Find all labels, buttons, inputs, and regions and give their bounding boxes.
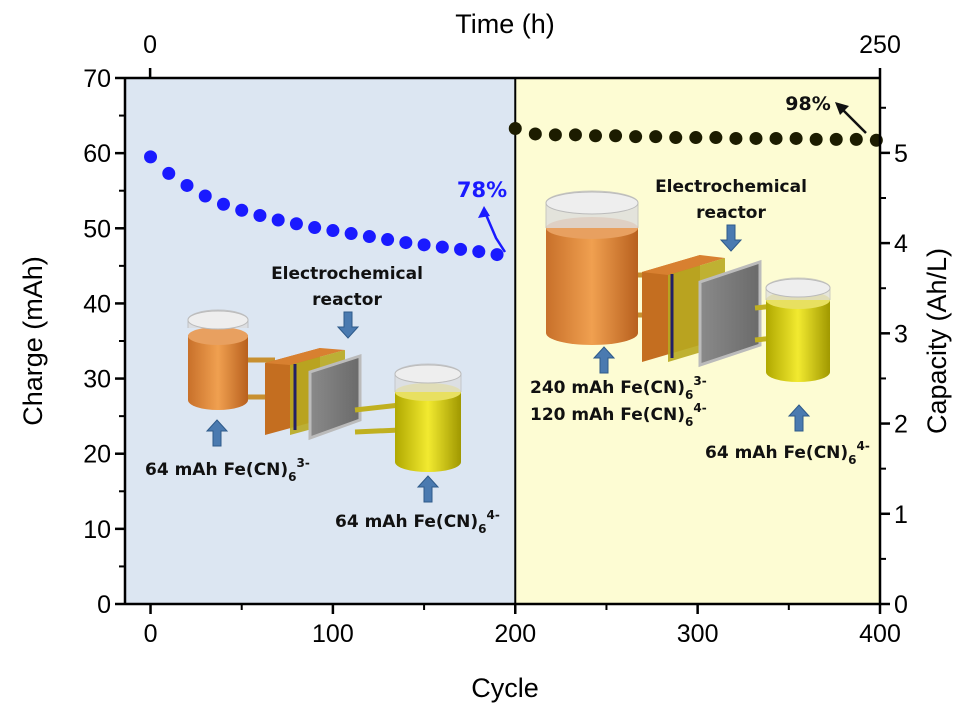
y-tick-label: 70: [83, 65, 111, 93]
annotation-sup: 3-: [297, 456, 310, 470]
y2-tick-label: 3: [894, 320, 908, 348]
data-point: [649, 130, 663, 144]
annotation: reactor: [696, 203, 766, 223]
y-tick-label: 10: [83, 516, 111, 544]
data-point: [609, 129, 623, 143]
data-point: [454, 242, 468, 256]
data-point: [508, 122, 522, 136]
y-tick-label: 40: [83, 290, 111, 318]
y-tick-label: 20: [83, 441, 111, 469]
y-tick-label: 50: [83, 215, 111, 243]
data-point: [326, 224, 340, 238]
data-point: [381, 233, 395, 247]
data-point: [629, 130, 643, 144]
data-point: [749, 131, 763, 145]
data-point: [271, 213, 285, 227]
illustration-left: [187, 309, 462, 503]
top-tick-label: 250: [859, 31, 901, 59]
annotation-sub: 6: [288, 470, 296, 484]
data-point: [435, 240, 449, 254]
illustration-right: [545, 190, 831, 432]
y-axis-title: Charge (mAh): [18, 256, 48, 426]
data-point: [729, 131, 743, 145]
annotation-text: 120 mAh Fe(CN): [530, 405, 685, 425]
annotation: 240 mAh Fe(CN)63-: [530, 374, 707, 402]
x-axis-title: Cycle: [471, 673, 539, 703]
data-point: [568, 128, 582, 142]
top-axis-title: Time (h): [455, 9, 555, 39]
data-point: [235, 203, 249, 217]
data-point: [829, 132, 843, 146]
data-point: [253, 209, 267, 223]
annotation-text: 64 mAh Fe(CN): [335, 512, 478, 532]
data-point: [362, 230, 376, 244]
annotation-sup: 4-: [487, 508, 500, 522]
data-point: [669, 131, 683, 145]
data-point: [849, 132, 863, 146]
annotation-sup: 3-: [693, 374, 706, 388]
data-point: [809, 132, 823, 146]
data-point: [344, 227, 358, 241]
y2-axis-title: Capacity (Ah/L): [922, 248, 952, 434]
data-point: [180, 178, 194, 192]
annotation-text: 64 mAh Fe(CN): [145, 460, 288, 480]
y2-tick-label: 2: [894, 411, 908, 439]
data-point: [548, 128, 562, 142]
top-tick-label: 0: [143, 31, 157, 59]
annotation: 64 mAh Fe(CN)64-: [335, 508, 500, 536]
x-tick-label: 200: [494, 620, 536, 648]
data-point: [789, 131, 803, 145]
annotation-sup: 4-: [693, 401, 706, 415]
data-point: [162, 166, 176, 180]
x-tick-label: 400: [859, 620, 901, 648]
x-tick-label: 0: [144, 620, 158, 648]
y-tick-label: 0: [97, 591, 111, 619]
y-tick-label: 60: [83, 140, 111, 168]
annotation-sub: 6: [685, 388, 693, 402]
annotation-text: 240 mAh Fe(CN): [530, 378, 685, 398]
annotation: reactor: [312, 290, 382, 310]
y2-tick-label: 4: [894, 230, 908, 258]
data-point: [528, 127, 542, 141]
y2-tick-label: 5: [894, 140, 908, 168]
data-point: [144, 150, 158, 164]
data-point: [709, 131, 723, 145]
data-point: [198, 189, 212, 203]
data-point: [472, 245, 486, 259]
data-point: [490, 248, 504, 262]
annotation: 120 mAh Fe(CN)64-: [530, 401, 707, 429]
y2-tick-label: 1: [894, 501, 908, 529]
annotation: 64 mAh Fe(CN)63-: [145, 456, 310, 484]
plot: [144, 122, 883, 262]
annotation: 98%: [785, 93, 830, 115]
data-point: [589, 129, 603, 143]
data-point: [769, 131, 783, 145]
annotation-sub: 6: [478, 522, 486, 536]
annotation-sup: 4-: [857, 439, 870, 453]
annotation: Electrochemical: [655, 177, 807, 197]
annotation-arrow: [835, 102, 849, 115]
x-tick-label: 100: [312, 620, 354, 648]
y2-tick-label: 0: [894, 591, 908, 619]
annotation-text: 64 mAh Fe(CN): [705, 443, 848, 463]
annotation-sub: 6: [848, 453, 856, 467]
annotation-arrow: [478, 206, 490, 218]
data-point: [289, 217, 303, 231]
annotation-arrow: [482, 209, 507, 253]
annotation: Electrochemical: [271, 264, 423, 284]
data-point: [308, 221, 322, 235]
data-point: [399, 236, 413, 250]
annotation: 78%: [457, 178, 507, 202]
data-point: [689, 131, 703, 145]
data-point: [417, 238, 431, 252]
annotation-sub: 6: [685, 415, 693, 429]
y-tick-label: 30: [83, 366, 111, 394]
annotation: 64 mAh Fe(CN)64-: [705, 439, 870, 467]
annotation-arrow: [839, 106, 867, 134]
data-point: [216, 197, 230, 211]
x-tick-label: 300: [677, 620, 719, 648]
